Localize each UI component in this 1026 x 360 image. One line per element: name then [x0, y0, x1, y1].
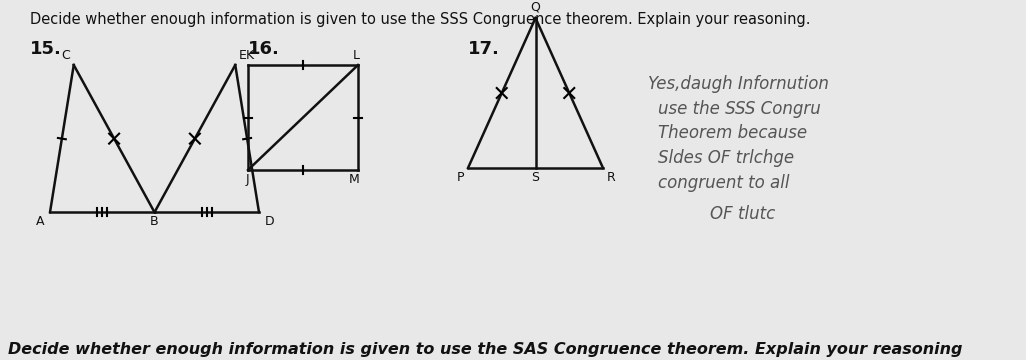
- Text: Decide whether enough information is given to use the SAS Congruence theorem. Ex: Decide whether enough information is giv…: [8, 342, 962, 357]
- Text: D: D: [265, 215, 275, 228]
- Text: Yes,daugh Infornution: Yes,daugh Infornution: [648, 75, 829, 93]
- Text: 17.: 17.: [468, 40, 500, 58]
- Text: P: P: [457, 171, 464, 184]
- Text: B: B: [150, 215, 159, 228]
- Text: congruent to all: congruent to all: [658, 174, 789, 192]
- Text: S: S: [531, 171, 540, 184]
- Text: 16.: 16.: [248, 40, 280, 58]
- Text: OF tlutc: OF tlutc: [710, 205, 776, 223]
- Text: Sldes OF trlchge: Sldes OF trlchge: [658, 149, 794, 167]
- Text: K: K: [246, 49, 254, 62]
- Text: A: A: [36, 215, 44, 228]
- Text: Theorem because: Theorem because: [658, 124, 807, 142]
- Text: Q: Q: [530, 1, 541, 14]
- Text: 15.: 15.: [30, 40, 62, 58]
- Text: M: M: [349, 173, 360, 186]
- Text: J: J: [246, 173, 249, 186]
- Text: C: C: [61, 49, 70, 62]
- Text: use the SSS Congru: use the SSS Congru: [658, 100, 821, 118]
- Text: E: E: [239, 49, 247, 62]
- Text: R: R: [607, 171, 616, 184]
- Text: Decide whether enough information is given to use the SSS Congruence theorem. Ex: Decide whether enough information is giv…: [30, 12, 811, 27]
- Text: L: L: [353, 49, 360, 62]
